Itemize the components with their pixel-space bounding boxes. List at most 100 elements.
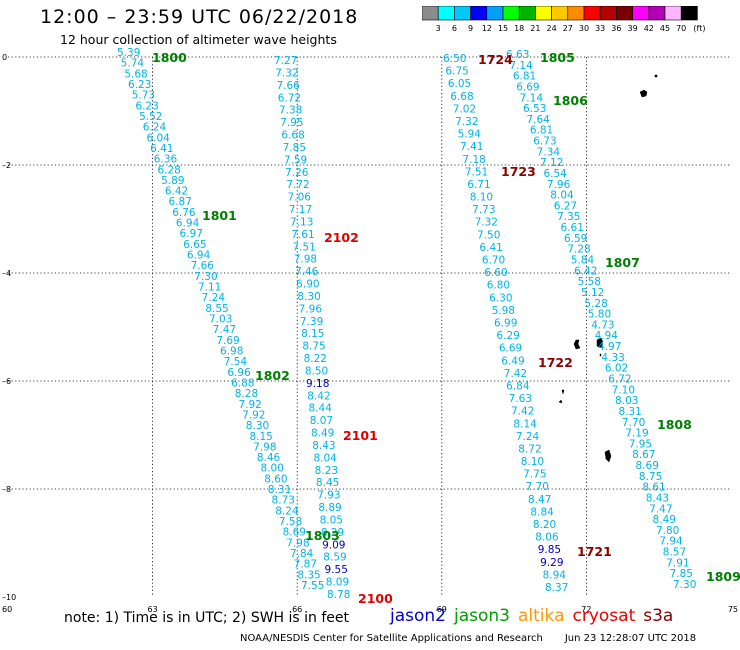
pass-time-label: 1807 [605,255,640,270]
wave-height-value: 5.74 [121,58,145,70]
wave-height-value: 8.43 [312,440,335,452]
colorbar-tick-label: 33 [595,24,605,33]
wave-height-value: 7.98 [294,254,317,266]
pass-time-label: 2100 [358,591,393,606]
wave-height-value: 7.46 [295,266,319,278]
wave-height-value: 7.98 [253,441,276,453]
wave-height-value: 8.47 [528,494,551,506]
wave-height-value: 7.26 [285,167,309,179]
wave-height-value: 7.98 [286,537,309,549]
wave-height-value: 6.59 [564,233,587,245]
wave-height-value: 8.45 [316,477,339,489]
wave-height-value: 7.27 [274,55,297,67]
wave-height-value: 8.49 [653,514,676,526]
credit-text: NOAA/NESDIS Center for Satellite Applica… [240,633,543,644]
wave-height-value: 7.03 [209,314,232,326]
map-title: 12:00 – 23:59 UTC 06/22/2018 [40,6,359,28]
wave-height-value: 8.09 [326,577,349,589]
legend-s3a: s3a [643,606,674,626]
wave-height-value: 7.30 [673,579,696,591]
wave-height-value: 7.91 [666,557,689,569]
wave-height-value: 8.72 [518,443,541,455]
legend-altika: altika [518,606,565,626]
wave-height-value: 8.59 [323,552,346,564]
wave-height-value: 7.24 [516,431,540,443]
wave-height-value: 7.14 [509,60,533,72]
wave-height-value: 7.58 [279,516,302,528]
wave-height-value: 6.70 [482,255,505,267]
wave-height-value: 7.87 [294,559,317,571]
island-shape [596,337,604,349]
wave-height-value: 7.14 [520,92,544,104]
wave-height-value: 6.02 [605,363,628,375]
colorbar-tick-label: 42 [644,24,654,33]
wave-height-value: 6.96 [227,367,251,379]
island-shape [561,389,565,395]
wave-height-value: 7.32 [455,116,478,128]
wave-height-value: 7.34 [537,146,561,158]
legend-cryosat: cryosat [572,606,636,626]
wave-height-value: 7.35 [557,211,580,223]
wave-height-value: 8.23 [315,465,338,477]
wave-height-value: 6.84 [506,380,530,392]
pass-time-label: 1801 [202,208,237,223]
wave-height-value: 4.94 [595,330,619,342]
wave-height-value: 7.72 [286,179,309,191]
wave-height-value: 8.06 [535,532,559,544]
wave-height-value: 6.60 [484,267,507,279]
wave-height-value: 7.06 [288,192,312,204]
wave-height-value: 6.23 [128,79,151,91]
wave-height-value: 6.68 [281,130,304,142]
wave-height-value: 5.68 [124,68,147,80]
wave-height-value: 7.73 [472,204,495,216]
wave-height-value: 7.51 [292,241,315,253]
wave-height-value: 6.61 [561,222,584,234]
wave-height-value: 8.28 [235,388,258,400]
wave-height-value: 8.20 [533,519,556,531]
wave-height-value: 7.10 [612,384,635,396]
wave-height-value: 7.95 [629,438,652,450]
colorbar-tick-label: 24 [547,24,557,33]
wave-height-value: 7.42 [504,368,527,380]
land-islands [558,74,658,463]
wave-height-value: 7.47 [649,503,672,515]
longitude-tick-label: 75 [728,605,738,614]
pass-time-label: 1808 [657,417,692,432]
wave-height-value: 6.68 [450,91,473,103]
wave-height-value: 7.38 [279,105,302,117]
time-labels: 1800 1801 1802 1803 2102 2101 2100 1724 1723 1722… [152,50,740,606]
wave-height-value: 8.43 [646,492,669,504]
island-shape [599,353,602,357]
longitude-tick-label: 69 [437,605,447,614]
wave-height-value: 5.52 [139,111,162,123]
wave-height-value: 5.58 [578,276,601,288]
wave-height-value: 7.61 [291,229,314,241]
wave-height-value: 9.09 [322,539,345,551]
wave-height-value: 8.04 [550,190,574,202]
pass-time-label: 1805 [540,50,575,65]
colorbar-tick-label: 45 [660,24,670,33]
wave-height-value: 7.50 [477,229,500,241]
altimeter-tracks: 5.395.745.686.235.736.235.526.246.046.41… [117,47,696,601]
longitude-tick-label: 66 [292,605,302,614]
pass-time-label: 2101 [343,428,378,443]
wave-height-value: 8.49 [311,428,334,440]
wave-height-value: 8.10 [470,192,493,204]
colorbar-tick-label: 27 [563,24,573,33]
credit-line: NOAA/NESDIS Center for Satellite Applica… [240,633,696,644]
wave-height-value: 6.69 [499,343,522,355]
wave-height-value: 6.41 [479,242,502,254]
wave-height-value: 6.94 [176,218,200,230]
wave-height-value: 7.17 [289,204,312,216]
track-1724: 6.506.756.056.687.027.325.947.417.187.51… [443,53,568,594]
wave-height-value: 6.54 [543,168,567,180]
colorbar-tick-label: 6 [452,24,457,33]
wave-height-value: 7.59 [284,154,307,166]
wave-height-value: 7.39 [300,316,323,328]
wave-height-value: 7.24 [202,292,226,304]
track-1805: 6.637.146.816.697.146.537.646.816.737.34… [506,49,696,591]
wave-height-value: 8.50 [305,365,328,377]
wave-height-value: 7.11 [198,282,221,294]
wave-height-value: 6.99 [494,318,517,330]
wave-height-value: 6.94 [187,250,211,262]
